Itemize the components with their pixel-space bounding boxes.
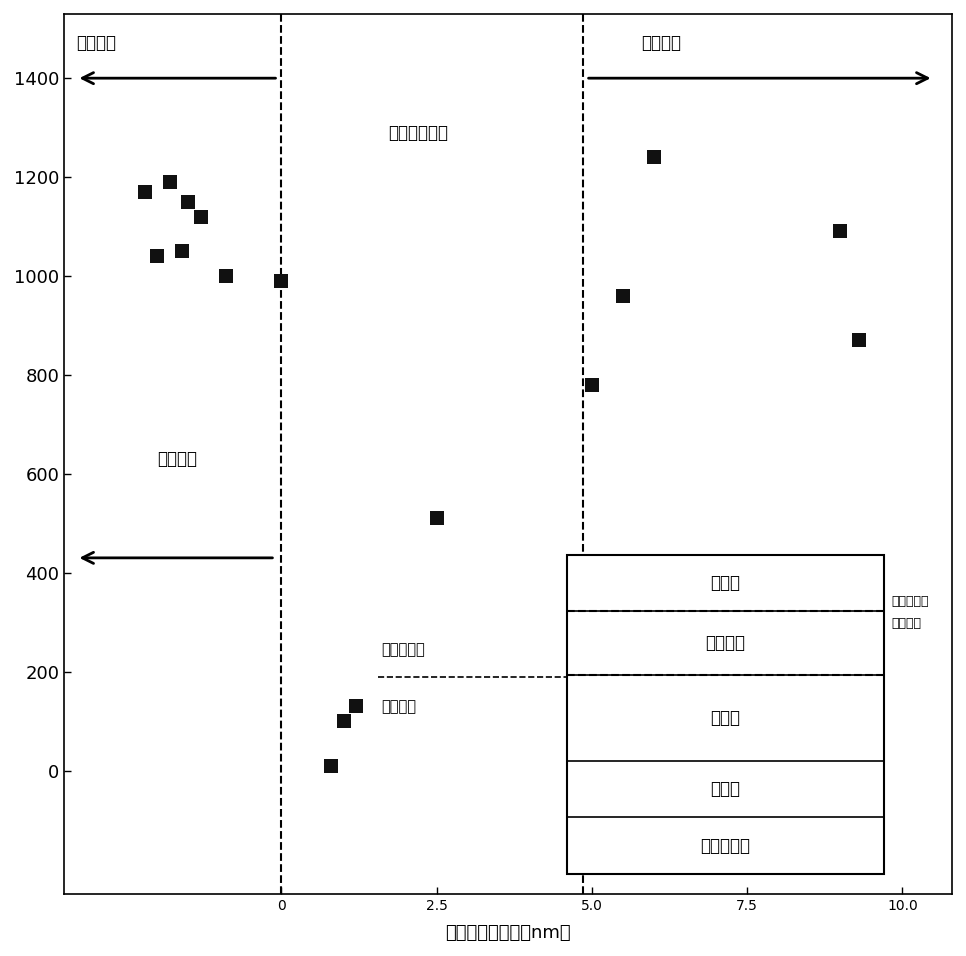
Point <box>137 185 153 200</box>
Point <box>273 273 289 289</box>
X-axis label: 氮化锂成核厚度［nm］: 氮化锂成核厚度［nm］ <box>445 924 571 942</box>
Point <box>181 194 196 209</box>
Text: 氮化锂基板: 氮化锂基板 <box>700 836 751 855</box>
Point <box>833 224 848 239</box>
Point <box>175 244 190 259</box>
Text: 非单一极性区: 非单一极性区 <box>388 123 448 141</box>
Point <box>646 150 662 165</box>
Text: 氮化镌锂: 氮化镌锂 <box>705 634 746 652</box>
Point <box>162 174 178 189</box>
Point <box>336 713 352 728</box>
Point <box>193 209 209 225</box>
Text: 氮化镌: 氮化镌 <box>710 709 741 728</box>
Point <box>584 377 600 392</box>
Point <box>851 333 867 348</box>
Point <box>150 249 165 264</box>
Text: 氮解理面: 氮解理面 <box>892 617 922 630</box>
Text: 二维电子气: 二维电子气 <box>381 641 425 657</box>
Point <box>349 699 364 714</box>
Text: 镌解理面: 镌解理面 <box>641 33 682 52</box>
Bar <box>567 555 884 875</box>
Text: 氮化锂: 氮化锂 <box>710 780 741 798</box>
Point <box>218 269 234 284</box>
Point <box>615 288 631 303</box>
Text: 氮解理面: 氮解理面 <box>76 33 117 52</box>
Point <box>429 511 444 526</box>
Text: 二维电子气: 二维电子气 <box>892 595 928 608</box>
Text: 氮化镌: 氮化镌 <box>710 575 741 593</box>
Text: 无成核层: 无成核层 <box>157 450 197 467</box>
Point <box>324 758 339 773</box>
Text: 镌解理面: 镌解理面 <box>381 699 415 714</box>
